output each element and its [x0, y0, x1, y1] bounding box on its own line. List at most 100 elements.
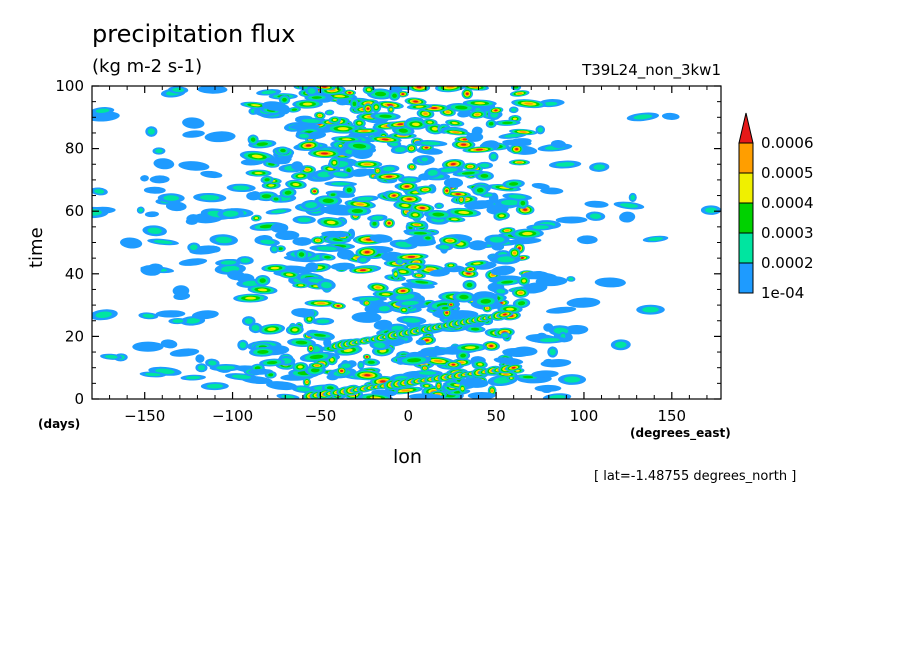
precip-contour [457, 110, 472, 118]
x-tick-label: 100 [570, 407, 599, 425]
x-axis: −150 −100 −50 0 50 100 150 [109, 86, 708, 425]
precip-contour [302, 102, 313, 106]
precip-contour [138, 208, 144, 213]
precip-contour [267, 327, 276, 331]
precip-contour [589, 213, 602, 219]
precip-contour [322, 198, 334, 204]
precip-contour [549, 348, 556, 356]
x-axis-label: lon [393, 446, 422, 468]
precip-contour [520, 256, 525, 259]
precip-contour [254, 217, 259, 220]
precip-contour [461, 143, 467, 146]
precip-contour [271, 246, 277, 252]
precip-contour [153, 158, 175, 170]
precip-contour [260, 239, 275, 245]
precip-contour [144, 211, 159, 218]
precip-contour [326, 110, 333, 115]
x-tick-label: −100 [212, 407, 253, 425]
precip-contour [204, 131, 236, 143]
precip-contour [476, 188, 484, 193]
precip-contour [261, 90, 277, 95]
precip-contour [425, 236, 431, 240]
precip-contour [190, 244, 198, 251]
precip-contour [245, 296, 257, 300]
precip-contour [275, 230, 300, 241]
colorbar-segment [738, 142, 754, 174]
precip-contour [336, 249, 355, 260]
precip-contour [351, 311, 382, 323]
precip-contour [259, 224, 275, 229]
precip-contour [517, 246, 521, 250]
precip-contour [173, 292, 191, 301]
precip-contour [140, 265, 162, 276]
precip-contour [191, 310, 219, 320]
precip-contour [376, 169, 380, 172]
precip-contour [458, 211, 470, 214]
precip-contour [576, 235, 598, 245]
precip-contour [661, 112, 680, 120]
precip-contour [466, 282, 473, 288]
precip-contour [420, 141, 441, 146]
precip-contour [508, 182, 519, 186]
precip-contour [473, 262, 481, 265]
precip-contour [348, 91, 352, 94]
precip-contour [316, 302, 326, 305]
x-axis-units: (degrees_east) [630, 426, 731, 440]
precip-contour [468, 165, 473, 168]
precip-contour [357, 196, 374, 201]
precip-contour [475, 113, 480, 116]
precip-contour [584, 200, 609, 208]
precip-contour [490, 389, 494, 393]
precip-contour [539, 337, 560, 343]
precip-contour [537, 127, 544, 133]
precip-contour [333, 172, 349, 177]
precip-contour [341, 138, 352, 141]
precip-contour [546, 306, 577, 314]
precip-contour [502, 373, 509, 376]
precip-contour [378, 305, 390, 312]
precip-contour [306, 144, 312, 147]
precip-contour [424, 384, 429, 387]
precip-contour [178, 258, 208, 266]
precip-contour [519, 130, 527, 133]
precip-contour [295, 340, 308, 345]
precip-contour [271, 209, 287, 214]
precip-contour [493, 377, 512, 384]
precip-contour [619, 211, 636, 223]
precip-contour [513, 251, 517, 255]
y-tick-label: 60 [65, 202, 84, 220]
precip-contour [401, 300, 419, 306]
precip-contour [415, 280, 429, 284]
precip-contour [520, 200, 526, 206]
precip-contour [160, 339, 178, 349]
precip-contour [466, 132, 484, 142]
precip-contour [441, 306, 449, 310]
precip-contour [445, 311, 449, 314]
precip-contour [406, 198, 413, 201]
precip-contour [340, 369, 344, 372]
precip-contour [402, 317, 421, 323]
precip-contour [365, 355, 369, 358]
precip-contour [407, 255, 416, 258]
precip-contour [227, 270, 245, 281]
precip-contour [120, 237, 143, 249]
precip-contour [332, 160, 337, 165]
precip-contour [630, 194, 636, 201]
precip-contour [366, 107, 370, 110]
precip-contour [426, 268, 435, 272]
precip-contour [451, 131, 460, 134]
precip-contour [334, 95, 346, 98]
precip-contour [455, 105, 468, 110]
precip-contour [423, 112, 428, 116]
precip-contour [409, 147, 413, 150]
precip-contour [437, 384, 441, 388]
precip-contour [305, 380, 309, 384]
y-tick-label: 80 [65, 140, 84, 158]
precip-contour [222, 210, 239, 217]
precip-contour [270, 266, 280, 270]
precip-contour [401, 203, 409, 208]
precip-contour [620, 203, 638, 208]
precip-contour [316, 319, 330, 324]
precip-contour [465, 92, 469, 95]
precip-contour [314, 364, 320, 367]
